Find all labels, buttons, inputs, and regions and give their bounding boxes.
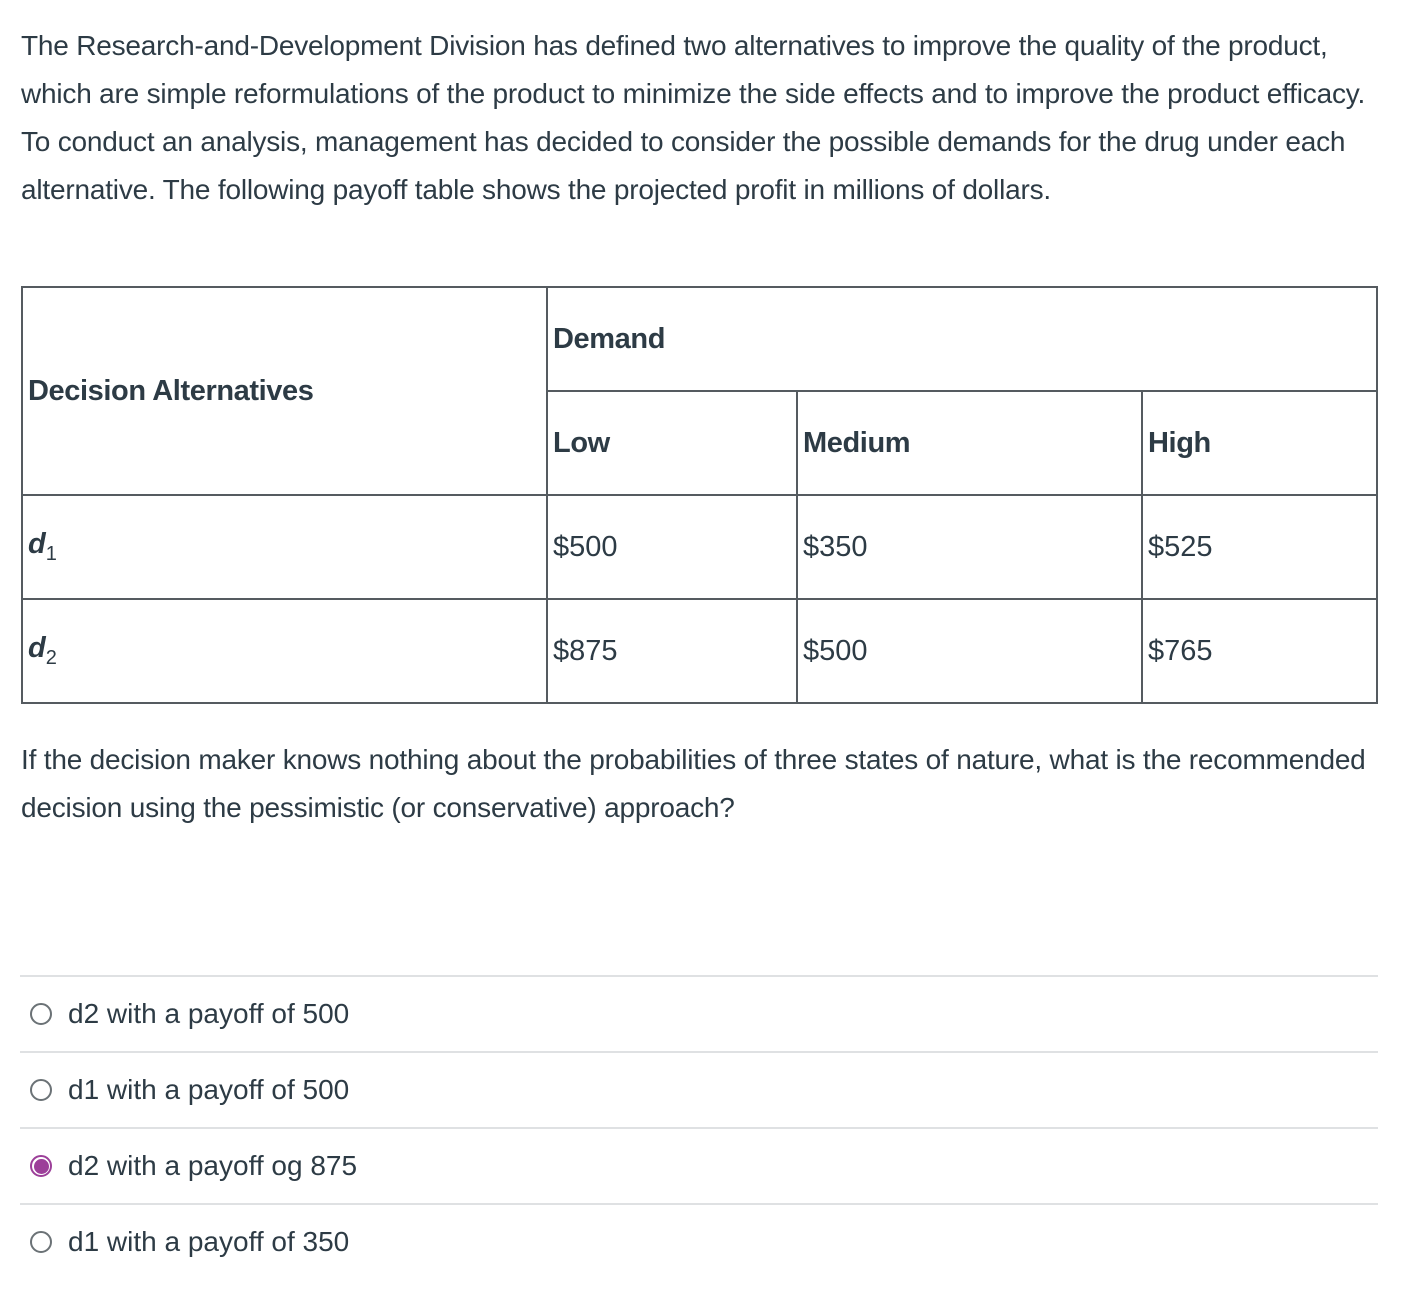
table-header-row: Decision Alternatives Demand [21,286,1378,496]
table-row: d2 $875 $500 $765 [21,598,1378,704]
answer-label: d2 with a payoff og 875 [68,1150,358,1181]
cell-d1-low: $500 [546,494,798,600]
cell-d2-medium: $500 [796,598,1143,704]
radio-unchecked-icon[interactable] [30,1003,52,1025]
radio-dot [33,1158,49,1174]
answer-option-1[interactable]: d2 with a payoff of 500 [20,975,1378,1051]
cell-d2-high: $765 [1141,598,1378,704]
cell-d1-medium: $350 [796,494,1143,600]
demand-header: Demand [546,286,1378,392]
answer-option-3[interactable]: d2 with a payoff og 875 [20,1127,1378,1203]
answer-label: d2 with a payoff of 500 [68,998,350,1029]
question-text: If the decision maker knows nothing abou… [21,744,1366,823]
radio-checked-icon[interactable] [30,1155,52,1177]
answer-label: d1 with a payoff of 500 [68,1074,350,1105]
row-header: Decision Alternatives [21,286,548,496]
payoff-table: Decision Alternatives Demand Low Medium … [21,286,1378,704]
answer-option-2[interactable]: d1 with a payoff of 500 [20,1051,1378,1127]
radio-unchecked-icon[interactable] [30,1079,52,1101]
answer-list: d2 with a payoff of 500 d1 with a payoff… [20,975,1378,1279]
table-row: d1 $500 $350 $525 [21,494,1378,600]
cell-d2-low: $875 [546,598,798,704]
col-header-high: High [1141,390,1378,496]
radio-unchecked-icon[interactable] [30,1231,52,1253]
row-label-d2: d2 [21,598,548,704]
cell-d1-high: $525 [1141,494,1378,600]
col-header-low: Low [546,390,798,496]
col-header-medium: Medium [796,390,1143,496]
question-intro: The Research-and-Development Division ha… [21,22,1378,214]
table-subheader-row: Low Medium High [22,390,1378,496]
row-label-d1: d1 [21,494,548,600]
answer-option-4[interactable]: d1 with a payoff of 350 [20,1203,1378,1279]
intro-text: The Research-and-Development Division ha… [21,30,1366,205]
answer-label: d1 with a payoff of 350 [68,1226,350,1257]
